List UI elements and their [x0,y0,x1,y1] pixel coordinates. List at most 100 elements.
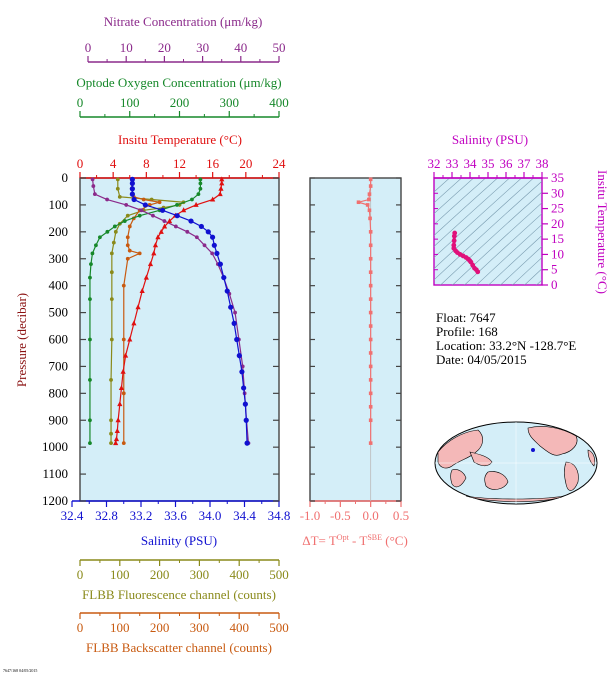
temperature-point [143,274,149,280]
backscatter-point [157,200,162,205]
pressure-tick-label: 200 [49,224,69,239]
oxygen-point [88,297,92,302]
delta-t-point [367,208,372,213]
isopycnal-line [434,178,511,247]
fluorescence-point [125,213,130,218]
backscatter-point [137,251,142,256]
salinity-point [129,180,135,186]
pressure-axis-title: Pressure (decibar) [14,293,29,387]
oxygen-point [98,235,102,240]
delta-t-point [368,441,373,445]
float-id-label: Float: 7647 [436,310,496,325]
nitrate-point [92,192,97,197]
salinity-tick-label: 33.6 [164,508,187,523]
nitrate-point [194,235,199,240]
salinity-point [228,304,234,310]
oxygen-point [175,203,179,207]
nitrate-point [139,208,144,213]
delta-t-point [367,197,371,202]
date-label: Date: 04/05/2015 [436,352,527,367]
oxygen-point [198,177,203,182]
fluorescence-point [109,297,114,302]
temperature-tick-label: 4 [110,156,117,171]
ts-salinity-tick-label: 38 [536,156,549,171]
fluorescence-tick-label: 300 [190,567,210,582]
temperature-tick-label: 24 [273,156,287,171]
nitrate-point [105,197,109,202]
oxygen-point [88,337,92,342]
salinity-tick-label: 34.0 [199,508,222,523]
oxygen-point [88,418,92,423]
nitrate-point [173,224,178,229]
nitrate-point [151,213,155,218]
salinity-point [221,274,227,281]
oxygen-tick-label: 100 [120,95,140,110]
isopycnal-line [476,224,542,285]
salinity-tick-label: 34.4 [233,508,256,523]
temperature-series [113,176,225,446]
oxygen-point [122,219,127,223]
salinity-tick-label: 34.8 [268,508,291,523]
salinity-point [131,196,137,203]
temperature-point [166,218,173,224]
ts-temperature-tick-label: 10 [551,246,564,261]
nitrate-axis-title: Nitrate Concentration (μm/kg) [104,14,263,29]
fluorescence-point [115,177,120,182]
salinity-point [142,202,148,208]
delta-t-point [365,203,370,207]
ts-temperature-tick-label: 15 [551,231,564,246]
delta-t-point [368,364,373,369]
backscatter-point [121,441,126,446]
ts-temperature-axis-title: Insitu Temperature (°C) [595,170,610,294]
ts-salinity-axis-title: Salinity (PSU) [452,132,528,147]
salinity-point [205,229,211,235]
ts-diagram-plot-area [433,177,543,286]
pressure-tick-label: 1100 [42,466,68,481]
salinity-point [234,336,240,343]
ts-salinity-tick-label: 34 [464,156,478,171]
fluorescence-tick-label: 400 [229,567,249,582]
world-map [434,421,598,505]
temperature-tick-label: 0 [77,156,84,171]
fluorescence-point [109,418,113,423]
ts-salinity-tick-label: 35 [482,156,495,171]
fluorescence-point [109,441,113,446]
fluorescence-point [109,270,114,275]
pressure-tick-label: 800 [49,385,69,400]
fluorescence-point [115,186,120,191]
delta-t-tick-label: -0.5 [330,508,351,523]
fluorescence-tick-label: 0 [77,567,84,582]
fluorescence-point [111,240,116,245]
fluorescence-line [110,179,186,444]
delta-t-tick-label: -1.0 [300,508,321,523]
oxygen-point [137,213,142,218]
nitrate-tick-label: 40 [234,40,247,55]
oxygen-tick-label: 400 [269,95,289,110]
salinity-point [243,417,249,423]
isopycnal-line [434,178,535,270]
salinity-point [217,261,223,267]
oxygen-tick-label: 0 [77,95,84,110]
nitrate-tick-label: 50 [273,40,286,55]
temperature-tick-label: 8 [143,156,150,171]
delta-t-point [368,310,373,315]
fluorescence-point [109,431,113,436]
temperature-point [152,242,159,248]
temperature-point [219,176,225,182]
backscatter-point [121,283,126,288]
temperature-axis-title: Insitu Temperature (°C) [118,132,242,147]
delta-t-point [368,324,373,328]
ts-temperature-tick-label: 25 [551,201,564,216]
fluorescence-axis-title: FLBB Fluorescence channel (counts) [82,587,276,602]
salinity-point [241,385,247,391]
pressure-tick-label: 100 [49,197,69,212]
oxygen-tick-label: 200 [170,95,190,110]
oxygen-series [88,177,203,446]
oxygen-point [88,441,92,446]
delta-t-point [368,297,373,301]
ts-temperature-tick-label: 35 [551,170,564,185]
profile-plot-area [79,177,280,502]
fluorescence-point [117,194,122,199]
delta-t-plot-area [309,177,402,502]
